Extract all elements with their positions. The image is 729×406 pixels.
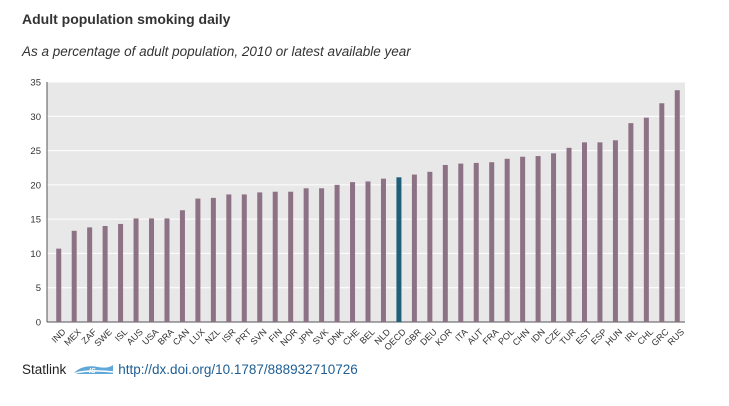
bar-gbr xyxy=(411,174,417,322)
bar-aut xyxy=(473,162,479,322)
bar-nzl xyxy=(210,197,216,322)
bar-tur xyxy=(566,147,572,322)
y-tick-label: 30 xyxy=(30,112,41,123)
bar-dnk xyxy=(334,184,340,322)
x-tick-label: LUX xyxy=(187,327,206,346)
bar-svk xyxy=(319,188,325,322)
bar-svn xyxy=(257,192,263,322)
bar-irl xyxy=(628,123,634,323)
bar-jpn xyxy=(303,188,309,322)
bar-cze xyxy=(551,153,557,322)
bar-highlight-oecd xyxy=(396,177,402,322)
x-tick-label: FRA xyxy=(481,327,501,347)
bar-zaf xyxy=(87,227,93,322)
bar-nld xyxy=(380,178,386,322)
bar-aus xyxy=(133,218,139,322)
bar-can xyxy=(179,210,185,322)
bar-bel xyxy=(365,181,371,322)
bar-chl xyxy=(643,117,649,323)
y-tick-label: 25 xyxy=(30,146,41,157)
x-tick-label: NZL xyxy=(203,327,222,346)
x-tick-label: KOR xyxy=(433,326,454,347)
x-tick-label: HUN xyxy=(603,327,624,348)
statlink-logo-icon: IS xyxy=(73,364,114,375)
bar-mex xyxy=(71,230,77,322)
bar-est xyxy=(581,142,587,322)
bar-che xyxy=(350,182,356,322)
statlink-label: Statlink xyxy=(22,362,67,377)
bar-prt xyxy=(241,194,247,322)
bar-swe xyxy=(102,226,108,322)
x-tick-label: JPN xyxy=(296,327,315,346)
bar-fra xyxy=(489,162,495,322)
x-tick-label: RUS xyxy=(666,327,687,348)
bar-bra xyxy=(164,218,170,322)
doi-link[interactable]: http://dx.doi.org/10.1787/888932710726 xyxy=(118,362,358,377)
bar-isr xyxy=(226,194,232,322)
bar-deu xyxy=(427,171,433,322)
y-tick-label: 20 xyxy=(30,180,41,191)
y-tick-label: 5 xyxy=(36,283,41,294)
y-tick-label: 0 xyxy=(36,318,41,329)
bar-fin xyxy=(272,191,278,322)
bar-ita xyxy=(458,163,464,322)
y-tick-label: 35 xyxy=(30,78,41,89)
bar-isl xyxy=(118,223,124,322)
bar-hun xyxy=(612,140,618,322)
bar-idn xyxy=(535,156,541,322)
bar-ind xyxy=(56,248,62,322)
x-tick-label: SWE xyxy=(92,327,114,349)
bar-pol xyxy=(504,158,510,322)
svg-text:IS: IS xyxy=(89,368,96,375)
bar-chn xyxy=(520,156,526,322)
y-tick-label: 10 xyxy=(30,249,41,260)
footer: Statlink IS http://dx.doi.org/10.1787/88… xyxy=(22,362,358,377)
x-tick-label: EST xyxy=(574,326,594,346)
bar-nor xyxy=(288,191,294,322)
bar-esp xyxy=(597,142,603,322)
y-tick-label: 15 xyxy=(30,215,41,226)
bar-lux xyxy=(195,198,201,322)
chart-title: Adult population smoking daily xyxy=(22,11,231,27)
bar-usa xyxy=(149,218,155,322)
chart-subtitle: As a percentage of adult population, 201… xyxy=(22,44,411,59)
bar-grc xyxy=(659,103,665,322)
x-tick-label: CZE xyxy=(543,327,563,347)
x-tick-label: BEL xyxy=(358,327,377,346)
bar-rus xyxy=(674,90,680,322)
bar-kor xyxy=(442,164,448,322)
